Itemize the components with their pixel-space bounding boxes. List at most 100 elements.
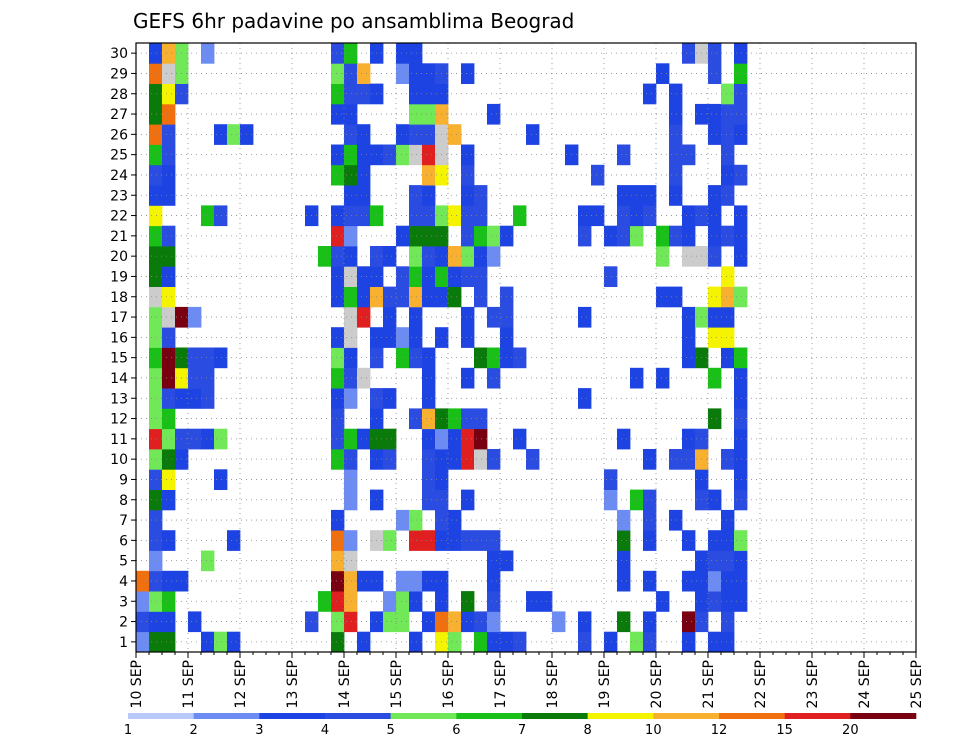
heatmap-cell (708, 286, 722, 308)
heatmap-cell (149, 347, 163, 369)
heatmap-cell (669, 164, 683, 186)
heatmap-cell (461, 246, 475, 267)
heatmap-cell (461, 63, 475, 84)
heatmap-cell (136, 631, 150, 653)
heatmap-cell (474, 246, 488, 267)
heatmap-cell (331, 388, 345, 409)
heatmap-cell (669, 225, 683, 247)
heatmap-cell (162, 103, 176, 125)
heatmap-cell (448, 124, 462, 145)
heatmap-cell (708, 43, 722, 64)
heatmap-cell (409, 347, 423, 369)
y-tick-label: 4 (119, 574, 128, 590)
heatmap-cell (344, 246, 358, 267)
heatmap-cell (188, 306, 202, 328)
x-tick-label: 25 SEP (909, 660, 925, 708)
heatmap-cell (383, 611, 397, 633)
heatmap-cell (396, 347, 410, 369)
heatmap-cell (409, 327, 423, 348)
chart-title: GEFS 6hr padavine po ansamblima Beograd (133, 9, 574, 33)
heatmap-cell (331, 591, 345, 612)
heatmap-cell (344, 124, 358, 145)
heatmap-cell (344, 266, 358, 287)
heatmap-cell (643, 205, 657, 227)
legend-label: 15 (776, 723, 793, 738)
x-tick-label: 21 SEP (701, 660, 717, 708)
heatmap-cell (461, 591, 475, 612)
heatmap-cell (357, 286, 371, 308)
heatmap-cell (149, 388, 163, 409)
heatmap-cell (149, 124, 163, 145)
heatmap-cell (422, 164, 436, 186)
heatmap-cell (136, 570, 150, 592)
heatmap-cell (708, 205, 722, 227)
y-tick-label: 3 (119, 594, 128, 610)
heatmap-cell (578, 205, 592, 227)
heatmap-cell (149, 570, 163, 592)
heatmap-cell (201, 367, 215, 389)
heatmap-cell (344, 367, 358, 389)
heatmap-cell (383, 327, 397, 348)
heatmap-cell (487, 550, 501, 572)
heatmap-cell (162, 43, 176, 64)
heatmap-cell (604, 225, 618, 247)
heatmap-cell (734, 103, 748, 125)
color-legend: 1 2 3 4 5 6 7 8 10 12 15 20 (124, 713, 917, 738)
heatmap-cell (461, 306, 475, 328)
legend-label: 2 (190, 723, 198, 738)
heatmap-cell (162, 428, 176, 450)
heatmap-cell (734, 347, 748, 369)
heatmap-cell (422, 530, 436, 551)
heatmap-cell (682, 347, 696, 369)
x-tick-label: 16 SEP (441, 660, 457, 708)
heatmap-cell (409, 570, 423, 592)
heatmap-cell (331, 225, 345, 247)
heatmap-cell (344, 306, 358, 328)
legend-swatch (850, 713, 917, 719)
heatmap-cell (357, 266, 371, 287)
heatmap-cell (448, 408, 462, 430)
heatmap-cell (513, 428, 527, 450)
heatmap-cell (357, 144, 371, 166)
heatmap-cell (734, 408, 748, 430)
heatmap-cell (474, 530, 488, 551)
legend-swatch (390, 713, 457, 719)
heatmap-cell (721, 103, 735, 125)
heatmap-cell (188, 611, 202, 633)
heatmap-cell (331, 327, 345, 348)
legend-swatch (522, 713, 588, 719)
legend-swatch (587, 713, 654, 719)
heatmap-cell (656, 246, 670, 267)
heatmap-cell (708, 570, 722, 592)
legend-label: 10 (645, 723, 662, 738)
heatmap-cell (474, 205, 488, 227)
heatmap-cell (383, 306, 397, 328)
heatmap-cell (604, 489, 618, 511)
heatmap-cell (149, 286, 163, 308)
heatmap-cell (162, 327, 176, 348)
heatmap-cell (344, 63, 358, 84)
heatmap-cell (682, 306, 696, 328)
heatmap-cell (357, 205, 371, 227)
heatmap-cell (734, 286, 748, 308)
heatmap-cell (461, 266, 475, 287)
heatmap-cell (487, 225, 501, 247)
heatmap-cell (344, 469, 358, 490)
heatmap-cell (513, 205, 527, 227)
y-tick-label: 25 (110, 148, 128, 164)
heatmap-cell (331, 550, 345, 572)
legend-label: 12 (711, 723, 728, 738)
y-tick-label: 19 (110, 269, 128, 285)
legend-swatch (653, 713, 720, 719)
y-tick-label: 16 (110, 330, 128, 346)
heatmap-cell (474, 611, 488, 633)
heatmap-cell (461, 530, 475, 551)
heatmap-cell (409, 225, 423, 247)
heatmap-cell (526, 449, 540, 470)
legend-swatch (193, 713, 260, 719)
heatmap-cell (422, 246, 436, 267)
heatmap-cell (344, 103, 358, 125)
heatmap-cell (461, 327, 475, 348)
heatmap-cell (461, 185, 475, 206)
heatmap-cell (487, 246, 501, 267)
